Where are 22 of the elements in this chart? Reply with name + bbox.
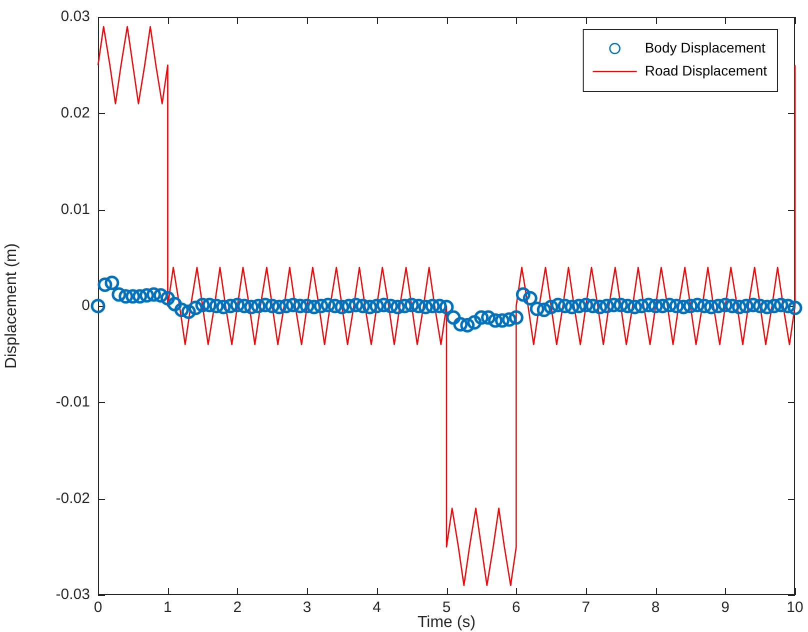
- x-tick-label: 1: [164, 599, 172, 616]
- x-tick-label: 6: [512, 599, 520, 616]
- x-tick-label: 2: [233, 599, 242, 616]
- y-axis-title: Displacement (m): [3, 243, 20, 369]
- x-tick-label: 0: [94, 599, 102, 616]
- x-tick-label: 4: [372, 599, 381, 616]
- y-tick-label: -0.02: [56, 490, 90, 507]
- y-tick-label: 0.02: [60, 104, 90, 122]
- x-tick-label: 10: [786, 599, 804, 616]
- y-tick-label: -0.01: [56, 393, 90, 410]
- x-tick-label: 5: [442, 599, 451, 616]
- x-tick-label: 3: [302, 599, 312, 616]
- legend-label: Body Displacement: [644, 39, 766, 56]
- x-tick-label: 9: [721, 599, 730, 616]
- y-tick-label: 0.01: [60, 200, 90, 218]
- y-tick-label: -0.03: [56, 586, 90, 604]
- x-tick-label: 7: [582, 599, 590, 616]
- legend-label: Road Displacement: [644, 62, 768, 78]
- y-tick-label: 0: [82, 297, 90, 314]
- x-tick-label: 8: [651, 599, 660, 616]
- y-tick-label: 0.03: [60, 8, 90, 26]
- x-axis-title: Time (s): [417, 614, 476, 631]
